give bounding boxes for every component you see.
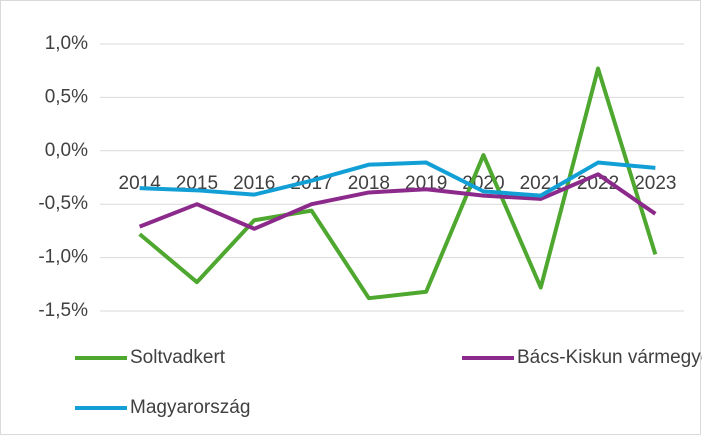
series-line <box>138 172 657 231</box>
legend-label: Bács-Kiskun vármegye <box>517 347 702 368</box>
x-tick-label: 2023 <box>634 173 676 194</box>
y-tick-label: -1,0% <box>38 247 88 268</box>
x-tick-label: 2016 <box>233 173 275 194</box>
legend-label: Soltvadkert <box>130 347 226 368</box>
y-tick-label: 0,0% <box>45 140 88 161</box>
x-tick-label: 2018 <box>348 173 390 194</box>
legend-label: Magyarország <box>130 397 250 418</box>
y-tick-label: -1,5% <box>38 300 88 321</box>
y-tick-label: -0,5% <box>38 193 88 214</box>
series-line <box>139 160 656 198</box>
y-tick-label: 1,0% <box>45 33 88 54</box>
y-tick-label: 0,5% <box>45 86 88 107</box>
